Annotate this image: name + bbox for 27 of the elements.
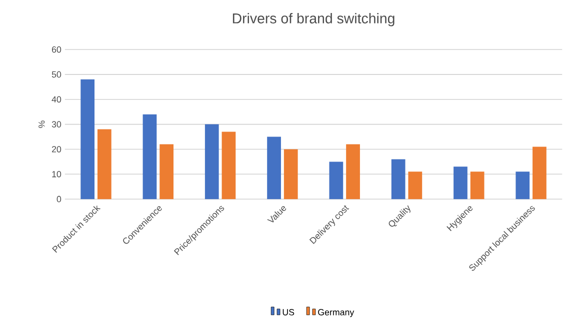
bar	[80, 80, 95, 200]
chart-title: Drivers of brand switching	[232, 13, 394, 26]
y-axis-title: %	[38, 120, 45, 128]
y-tick-label: 40	[52, 96, 62, 103]
legend-label: US	[282, 309, 294, 316]
bar	[204, 124, 219, 200]
y-tick-label: 30	[52, 121, 62, 128]
bar	[346, 144, 360, 200]
bar	[160, 144, 174, 200]
bar	[329, 162, 344, 200]
y-tick-label: 60	[52, 46, 62, 53]
bar	[516, 172, 530, 200]
legend-label: Germany	[318, 309, 354, 318]
bar	[532, 146, 546, 200]
bar	[267, 136, 281, 200]
bar	[97, 129, 112, 200]
bar	[470, 172, 484, 200]
y-tick-label: 10	[52, 171, 62, 178]
y-tick-label: 20	[52, 146, 62, 152]
bar	[454, 166, 468, 200]
y-tick-label: 50	[52, 71, 62, 78]
bar	[222, 132, 236, 200]
bar	[408, 172, 422, 200]
bar	[284, 149, 298, 200]
y-tick-label: 0	[56, 196, 62, 202]
bar	[391, 159, 406, 200]
bar	[142, 114, 157, 200]
